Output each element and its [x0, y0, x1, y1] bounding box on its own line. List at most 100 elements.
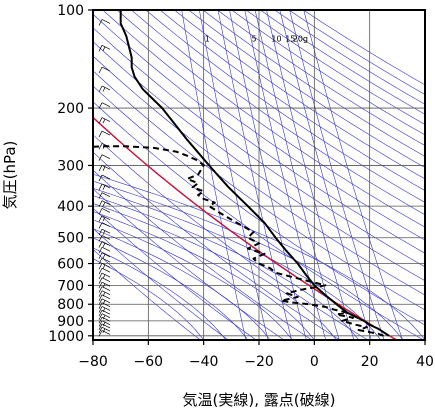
wind-barb	[98, 154, 111, 161]
dry-adiabat-line	[145, 10, 425, 203]
wind-barbs	[98, 19, 111, 337]
moist-adiabat-line	[93, 195, 359, 340]
dry-adiabat-line	[93, 249, 201, 340]
dry-adiabat-line	[202, 10, 425, 157]
y-tick-label: 1000	[48, 329, 84, 345]
dry-adiabat-line	[174, 10, 425, 180]
mixing-ratio-line	[181, 10, 247, 340]
mixing-ratio-label: 5	[252, 35, 257, 44]
wind-barb	[98, 102, 111, 109]
wind-barb	[98, 267, 111, 275]
background-lines	[93, 10, 425, 340]
mixing-ratio-label: 10	[271, 35, 281, 44]
x-tick-label: 40	[416, 354, 434, 370]
wind-barb	[98, 246, 111, 254]
x-axis: −80 −60 −40 −20 0 20 40	[78, 340, 434, 370]
mixing-ratio-label: 1	[205, 35, 210, 44]
dry-adiabat-line	[93, 101, 424, 340]
wind-barb	[98, 200, 111, 207]
dry-adiabat-line	[131, 10, 425, 216]
dry-adiabat-line	[93, 169, 313, 340]
y-tick-label: 300	[57, 158, 84, 174]
mixing-ratio-line	[266, 10, 355, 340]
moist-adiabat-line	[93, 203, 337, 340]
wind-barb	[98, 316, 111, 324]
dry-adiabat-line	[116, 10, 425, 228]
wind-barb	[98, 277, 111, 284]
dry-adiabat-line	[102, 10, 425, 241]
y-tick-label: 100	[57, 3, 84, 19]
dry-adiabat-line	[93, 207, 257, 340]
wind-barb	[98, 44, 111, 52]
dry-adiabat-line	[93, 85, 425, 326]
wind-barb	[98, 306, 111, 313]
x-axis-title: 気温(実線), 露点(破線)	[183, 391, 336, 409]
dewpoint-line	[93, 145, 384, 337]
dry-adiabat-line	[217, 10, 425, 146]
series-layer	[93, 10, 398, 340]
wind-barb	[98, 174, 111, 182]
wind-barb	[98, 228, 111, 236]
y-tick-label: 600	[57, 257, 84, 273]
wind-barb	[98, 330, 111, 337]
mixing-ratio-line	[279, 10, 372, 340]
mixing-ratio-line	[244, 10, 327, 340]
moist-adiabat-line	[93, 258, 204, 340]
x-tick-label: −40	[189, 354, 219, 370]
dry-adiabat-line	[93, 13, 425, 254]
wind-barb	[98, 222, 111, 229]
wind-barb	[98, 252, 111, 259]
y-tick-label: 700	[57, 278, 84, 294]
wind-barb	[98, 183, 111, 191]
wind-barb	[98, 143, 111, 150]
x-tick-label: −60	[134, 354, 164, 370]
dry-adiabat-line	[93, 70, 425, 311]
x-tick-label: 20	[361, 354, 379, 370]
wind-barb	[98, 313, 111, 320]
wind-barb	[98, 257, 111, 265]
mixing-ratio-label: 20g	[293, 35, 308, 44]
wind-barb	[98, 117, 111, 124]
wind-barb	[98, 85, 111, 93]
wind-barb	[98, 309, 111, 317]
dry-adiabat-line	[93, 188, 285, 340]
mixing-ratio-line	[254, 10, 340, 340]
wind-barb	[98, 235, 111, 242]
wind-barb	[98, 208, 111, 215]
wind-barb	[98, 272, 111, 280]
moist-adiabat-line	[93, 219, 293, 340]
moist-adiabat-line	[93, 180, 404, 340]
y-axis-title: 気圧(hPa)	[1, 141, 19, 210]
wind-barb	[98, 320, 111, 327]
dry-adiabat-line	[93, 227, 229, 340]
x-tick-label: −80	[78, 354, 108, 370]
wind-barb	[98, 323, 111, 331]
dry-adiabat-line	[93, 55, 425, 296]
dry-adiabat-line	[188, 10, 425, 168]
wind-barb	[98, 164, 111, 172]
moist-adiabat-line	[93, 173, 425, 340]
moist-adiabat-line	[93, 228, 271, 340]
dry-adiabat-line	[159, 10, 425, 191]
mixing-ratio-label: 15	[285, 35, 295, 44]
x-tick-label: −20	[244, 354, 274, 370]
reference-line	[93, 116, 398, 340]
mixing-ratio-line	[217, 10, 292, 340]
x-tick-label: 0	[310, 354, 319, 370]
temperature-line	[119, 10, 390, 337]
wind-barb	[98, 241, 111, 248]
dry-adiabat-line	[93, 27, 425, 268]
mixing-ratio-line	[303, 10, 403, 340]
wind-barb	[98, 262, 111, 270]
wind-barb	[98, 326, 111, 334]
moist-adiabat-line	[93, 247, 227, 340]
y-tick-label: 500	[57, 231, 84, 247]
y-tick-label: 400	[57, 199, 84, 215]
wind-barb	[98, 66, 111, 74]
mixing-ratio-line	[289, 10, 385, 340]
wind-barb	[98, 192, 111, 199]
wind-barb	[98, 302, 111, 309]
moist-adiabat-line	[93, 211, 315, 340]
